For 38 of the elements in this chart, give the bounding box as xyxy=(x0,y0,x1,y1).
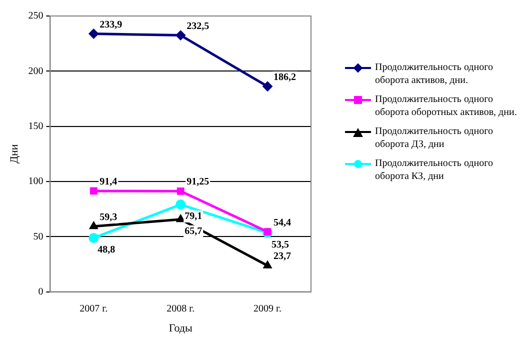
y-tick-label: 100 xyxy=(28,176,44,188)
point xyxy=(262,81,273,92)
point xyxy=(89,221,98,230)
x-tick-label: 2009 г. xyxy=(254,303,282,314)
point xyxy=(176,214,185,222)
point xyxy=(176,187,184,195)
point xyxy=(88,232,99,243)
point xyxy=(263,260,272,268)
y-tick-label: 0 xyxy=(38,286,44,298)
legend-label: Продолжительность одного оборота активов, дни. xyxy=(375,62,494,87)
data-label: 91,25 xyxy=(186,176,210,188)
legend-label: Продолжительность одного оборота ДЗ, дни xyxy=(375,126,494,151)
data-label: 91,4 xyxy=(100,176,118,188)
data-label: 59,3 xyxy=(100,212,118,223)
x-tick-label: 2007 г. xyxy=(80,303,108,314)
data-label: 23,7 xyxy=(274,251,292,262)
data-label: 53,5 xyxy=(272,239,290,250)
y-tick-label: 150 xyxy=(28,120,44,132)
y-tick-label: 50 xyxy=(33,231,44,242)
x-axis-title: Годы xyxy=(168,322,193,334)
x-tick-label: 2008 г. xyxy=(166,303,195,314)
legend-label: Продолжительность одного оборота оборотных активов, дни. xyxy=(375,94,518,119)
data-label: 65,7 xyxy=(184,226,202,237)
data-label: 48,8 xyxy=(98,244,116,256)
point xyxy=(88,28,99,39)
data-label: 232,5 xyxy=(186,20,210,32)
data-label: 54,4 xyxy=(274,217,292,228)
point xyxy=(176,30,186,40)
y-tick-label: 200 xyxy=(28,66,44,77)
data-label: 186,2 xyxy=(274,72,296,83)
point xyxy=(176,200,186,210)
data-label: 79,1 xyxy=(184,211,202,222)
legend-label: Продолжительность одного оборота КЗ, дни xyxy=(375,158,494,183)
point xyxy=(90,187,98,195)
data-label: 233,9 xyxy=(100,19,122,30)
y-tick-label: 250 xyxy=(28,10,44,22)
y-axis-title: Дни xyxy=(8,144,20,164)
point xyxy=(264,228,272,236)
